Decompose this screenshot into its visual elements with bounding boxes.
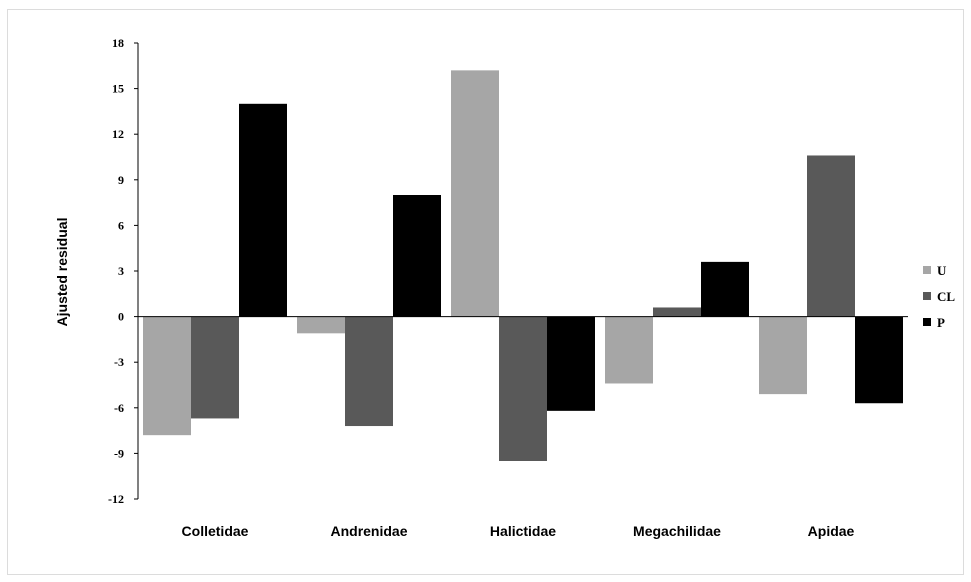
bar-u-andrenidae (297, 316, 345, 334)
y-tick-label: -9 (114, 446, 124, 460)
y-tick-label: -3 (114, 355, 124, 369)
category-label: Megachilidae (633, 523, 721, 539)
y-tick-label: 18 (112, 36, 124, 50)
legend-label-p: P (937, 315, 945, 330)
bar-p-andrenidae (393, 195, 441, 317)
y-axis-label: Ajusted residual (54, 218, 70, 327)
bar-cl-apidae (807, 155, 855, 317)
bar-u-apidae (759, 316, 807, 395)
category-label: Colletidae (182, 523, 249, 539)
bar-cl-colletidae (191, 316, 239, 419)
bar-p-colletidae (239, 103, 287, 317)
legend-swatch-u (923, 266, 931, 274)
category-label: Apidae (808, 523, 855, 539)
y-tick-label: 3 (118, 264, 124, 278)
y-tick-label: 12 (112, 127, 124, 141)
y-tick-label: 9 (118, 173, 124, 187)
y-tick-label: 15 (112, 82, 124, 96)
bar-cl-andrenidae (345, 316, 393, 427)
y-tick-label: 6 (118, 218, 124, 232)
bar-u-colletidae (143, 316, 191, 436)
bar-cl-megachilidae (653, 307, 701, 317)
y-tick-label: 0 (118, 310, 124, 324)
legend-swatch-p (923, 318, 931, 326)
bar-u-megachilidae (605, 316, 653, 384)
category-label: Halictidae (490, 523, 556, 539)
category-label: Andrenidae (330, 523, 407, 539)
legend-label-cl: CL (937, 289, 955, 304)
legend-swatch-cl (923, 292, 931, 300)
bar-p-halictidae (547, 316, 595, 411)
y-tick-label: -6 (114, 401, 124, 415)
bar-cl-halictidae (499, 316, 547, 461)
bar-p-megachilidae (701, 261, 749, 317)
bar-p-apidae (855, 316, 903, 404)
bar-u-halictidae (451, 70, 499, 317)
legend-label-u: U (937, 263, 947, 278)
y-tick-label: -12 (108, 492, 124, 506)
